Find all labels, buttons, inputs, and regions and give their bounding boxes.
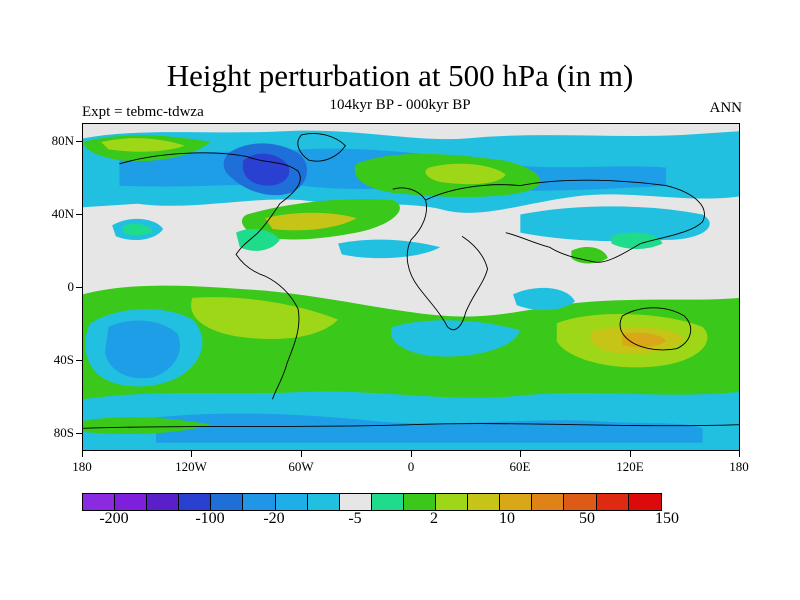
contour-namerica-darkblue (242, 153, 290, 186)
ytick (76, 433, 82, 434)
contour-antarctic-green (83, 417, 211, 435)
contour-indian-cyan (513, 287, 575, 311)
colorbar-cell (147, 494, 180, 510)
experiment-label: Expt = tebmc-tdwza (82, 104, 204, 120)
south-america-coast (265, 275, 300, 400)
colorbar-cell (339, 494, 372, 510)
australia-coast (619, 307, 692, 351)
north-america-coast (119, 152, 301, 277)
contour-south-lime (191, 297, 339, 339)
colorbar-label: 50 (579, 510, 595, 527)
lon-label: 60W (288, 459, 314, 474)
contour-europe-lime (425, 163, 506, 185)
coastlines (83, 133, 739, 429)
xtick (630, 451, 631, 457)
colorbar-cell (179, 494, 212, 510)
lat-label: 40N (51, 206, 74, 221)
colorbar-label: 150 (655, 510, 679, 527)
ytick (76, 287, 82, 288)
africa-coast (392, 187, 489, 331)
colorbar-cell (628, 494, 661, 510)
colorbar-label: 2 (430, 510, 438, 527)
colorbar-cell (532, 494, 565, 510)
ytick (76, 360, 82, 361)
lon-label: 180 (729, 459, 749, 474)
colorbar-label: -20 (263, 510, 285, 527)
xtick (82, 451, 83, 457)
colorbar-cell (596, 494, 629, 510)
contour-pacific-teal (123, 224, 153, 236)
colorbar-cell (564, 494, 597, 510)
lat-label: 0 (67, 279, 75, 294)
contour-india-green (571, 247, 608, 264)
colorbar-cell (211, 494, 244, 510)
contour-arctic-lime (101, 138, 186, 152)
season-label: ANN (709, 100, 743, 116)
contour-southpac-lightblue (104, 320, 181, 379)
contour-southatl-cyan (390, 320, 521, 357)
colorbar-cell (307, 494, 340, 510)
xtick (739, 451, 740, 457)
contour-antarctic-lightblue (155, 413, 703, 443)
eurasia-coast (425, 179, 705, 263)
colorbar-label: -100 (195, 510, 225, 527)
lon-label: 180 (72, 459, 92, 474)
contour-gulf-teal (236, 228, 280, 251)
contour-tropics-cyan (338, 239, 441, 259)
colorbar-label: -200 (99, 510, 129, 527)
map-panel (82, 123, 740, 451)
lat-label: 80N (51, 133, 74, 148)
colorbar (82, 493, 662, 511)
xtick (191, 451, 192, 457)
colorbar-cell (275, 494, 308, 510)
lat-label: 80S (53, 425, 74, 440)
lon-label: 120E (616, 459, 644, 474)
colorbar-cell (371, 494, 404, 510)
xtick (520, 451, 521, 457)
colorbar-cell (403, 494, 437, 510)
antarctica-coast (83, 423, 739, 429)
lon-label: 0 (407, 459, 415, 474)
contour-asia-cyan (520, 206, 710, 242)
plot-title: Height perturbation at 500 hPa (in m) (166, 58, 634, 93)
colorbar-cell (468, 494, 501, 510)
plot-subtitle: 104kyr BP - 000kyr BP (329, 97, 471, 113)
ytick (76, 141, 82, 142)
contour-atlantic-lime (265, 212, 357, 231)
colorbar-cell (500, 494, 533, 510)
ytick (76, 214, 82, 215)
colorbar-cell (436, 494, 469, 510)
colorbar-cell (115, 494, 148, 510)
contour-china-teal (611, 232, 663, 249)
colorbar-cell (243, 494, 276, 510)
lat-label: 40S (53, 352, 74, 367)
colorbar-label: 10 (499, 510, 515, 527)
greenland-coast (297, 133, 346, 162)
lon-label: 60E (509, 459, 531, 474)
xtick (301, 451, 302, 457)
colorbar-cell (83, 494, 116, 510)
contour-map (83, 124, 739, 450)
xtick (411, 451, 412, 457)
lon-label: 120W (175, 459, 207, 474)
colorbar-label: -5 (348, 510, 362, 527)
